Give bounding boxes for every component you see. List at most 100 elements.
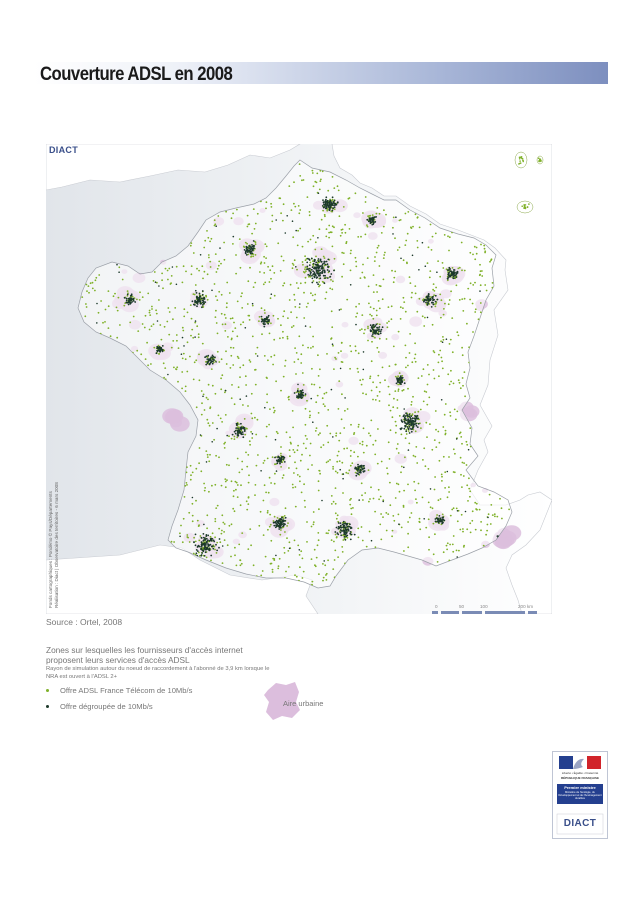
degrouped-dot: [237, 427, 239, 430]
france-telecom-dot: [237, 386, 240, 389]
france-telecom-dot: [334, 549, 337, 552]
france-telecom-dot: [239, 564, 242, 567]
france-telecom-dot: [246, 214, 249, 217]
france-telecom-dot: [226, 479, 228, 481]
france-telecom-dot: [225, 306, 228, 309]
france-telecom-dot: [428, 536, 430, 539]
france-telecom-dot: [368, 432, 370, 435]
france-telecom-dot: [84, 315, 87, 318]
france-telecom-dot: [434, 533, 436, 536]
degrouped-dot: [209, 538, 212, 540]
france-telecom-dot: [151, 308, 153, 310]
france-telecom-dot: [285, 431, 288, 434]
france-telecom-dot: [322, 576, 325, 579]
france-telecom-dot: [288, 185, 291, 188]
france-telecom-dot: [325, 235, 328, 238]
france-telecom-dot: [156, 281, 158, 284]
degrouped-dot: [306, 261, 309, 264]
france-telecom-dot: [371, 214, 374, 217]
degrouped-dot: [317, 258, 320, 260]
france-telecom-dot: [304, 266, 307, 268]
france-telecom-dot: [181, 541, 184, 544]
france-telecom-dot: [290, 311, 292, 314]
france-telecom-dot: [104, 308, 107, 311]
france-telecom-dot: [357, 352, 360, 355]
france-telecom-dot: [431, 323, 434, 326]
france-telecom-dot: [387, 513, 390, 515]
degrouped-dot: [449, 274, 452, 277]
france-telecom-dot: [276, 517, 279, 519]
france-telecom-dot: [442, 338, 445, 341]
france-telecom-dot: [461, 269, 463, 272]
overseas-dot: [518, 163, 520, 165]
degrouped-dot: [199, 434, 202, 436]
france-telecom-dot: [358, 303, 360, 305]
degrouped-dot: [426, 297, 429, 300]
degrouped-dot: [216, 427, 218, 430]
france-telecom-dot: [402, 504, 405, 507]
france-telecom-dot: [267, 491, 270, 494]
france-telecom-dot: [317, 375, 320, 377]
degrouped-dot: [316, 281, 318, 284]
france-telecom-dot: [271, 214, 274, 217]
france-telecom-dot: [398, 372, 401, 374]
france-telecom-dot: [414, 489, 416, 492]
degrouped-dot: [412, 422, 414, 425]
france-telecom-dot: [234, 554, 236, 557]
france-telecom-dot: [399, 318, 402, 320]
france-telecom-dot: [433, 377, 436, 380]
france-telecom-dot: [270, 322, 272, 325]
degrouped-dot: [293, 392, 296, 394]
france-telecom-dot: [389, 481, 391, 484]
france-telecom-dot: [280, 324, 282, 327]
degrouped-dot: [321, 205, 324, 207]
france-telecom-dot: [444, 429, 447, 432]
france-telecom-dot: [395, 424, 398, 427]
france-telecom-dot: [229, 367, 232, 369]
france-telecom-dot: [336, 185, 339, 188]
france-telecom-dot: [185, 471, 188, 474]
degrouped-dot: [407, 428, 410, 431]
degrouped-dot: [443, 519, 446, 522]
france-telecom-dot: [176, 366, 179, 369]
france-telecom-dot: [419, 528, 422, 531]
france-telecom-dot: [198, 379, 201, 382]
france-telecom-dot: [247, 503, 250, 505]
france-telecom-dot: [404, 244, 407, 247]
france-telecom-dot: [206, 298, 209, 301]
france-telecom-dot: [85, 283, 88, 286]
france-telecom-dot: [221, 514, 224, 517]
france-telecom-dot: [270, 202, 272, 205]
france-telecom-dot: [296, 449, 299, 452]
france-telecom-dot: [198, 462, 201, 465]
degrouped-dot: [208, 363, 211, 366]
degrouped-dot: [205, 537, 208, 540]
france-telecom-dot: [398, 246, 401, 249]
france-telecom-dot: [313, 383, 316, 386]
france-telecom-dot: [317, 412, 320, 414]
france-telecom-dot: [429, 506, 432, 509]
france-telecom-dot: [397, 383, 399, 386]
france-telecom-dot: [408, 276, 411, 278]
france-telecom-dot: [406, 416, 409, 419]
degrouped-dot: [414, 420, 417, 423]
degrouped-dot: [308, 264, 311, 266]
france-telecom-dot: [474, 308, 477, 311]
degrouped-dot: [438, 515, 441, 517]
france-telecom-dot: [301, 261, 304, 263]
france-telecom-dot: [378, 400, 381, 402]
france-telecom-dot: [378, 265, 381, 267]
france-telecom-dot: [220, 312, 223, 315]
degrouped-dot: [309, 271, 312, 273]
france-telecom-dot: [461, 442, 463, 445]
france-telecom-dot: [267, 265, 269, 268]
degrouped-dot: [246, 246, 249, 249]
degrouped-dot: [300, 394, 303, 397]
france-telecom-dot: [224, 478, 227, 480]
degrouped-dot: [237, 434, 240, 437]
france-telecom-dot: [401, 374, 404, 377]
france-telecom-dot: [116, 336, 119, 339]
france-telecom-dot: [112, 295, 115, 298]
france-telecom-dot: [230, 555, 232, 558]
france-telecom-dot: [196, 325, 199, 328]
